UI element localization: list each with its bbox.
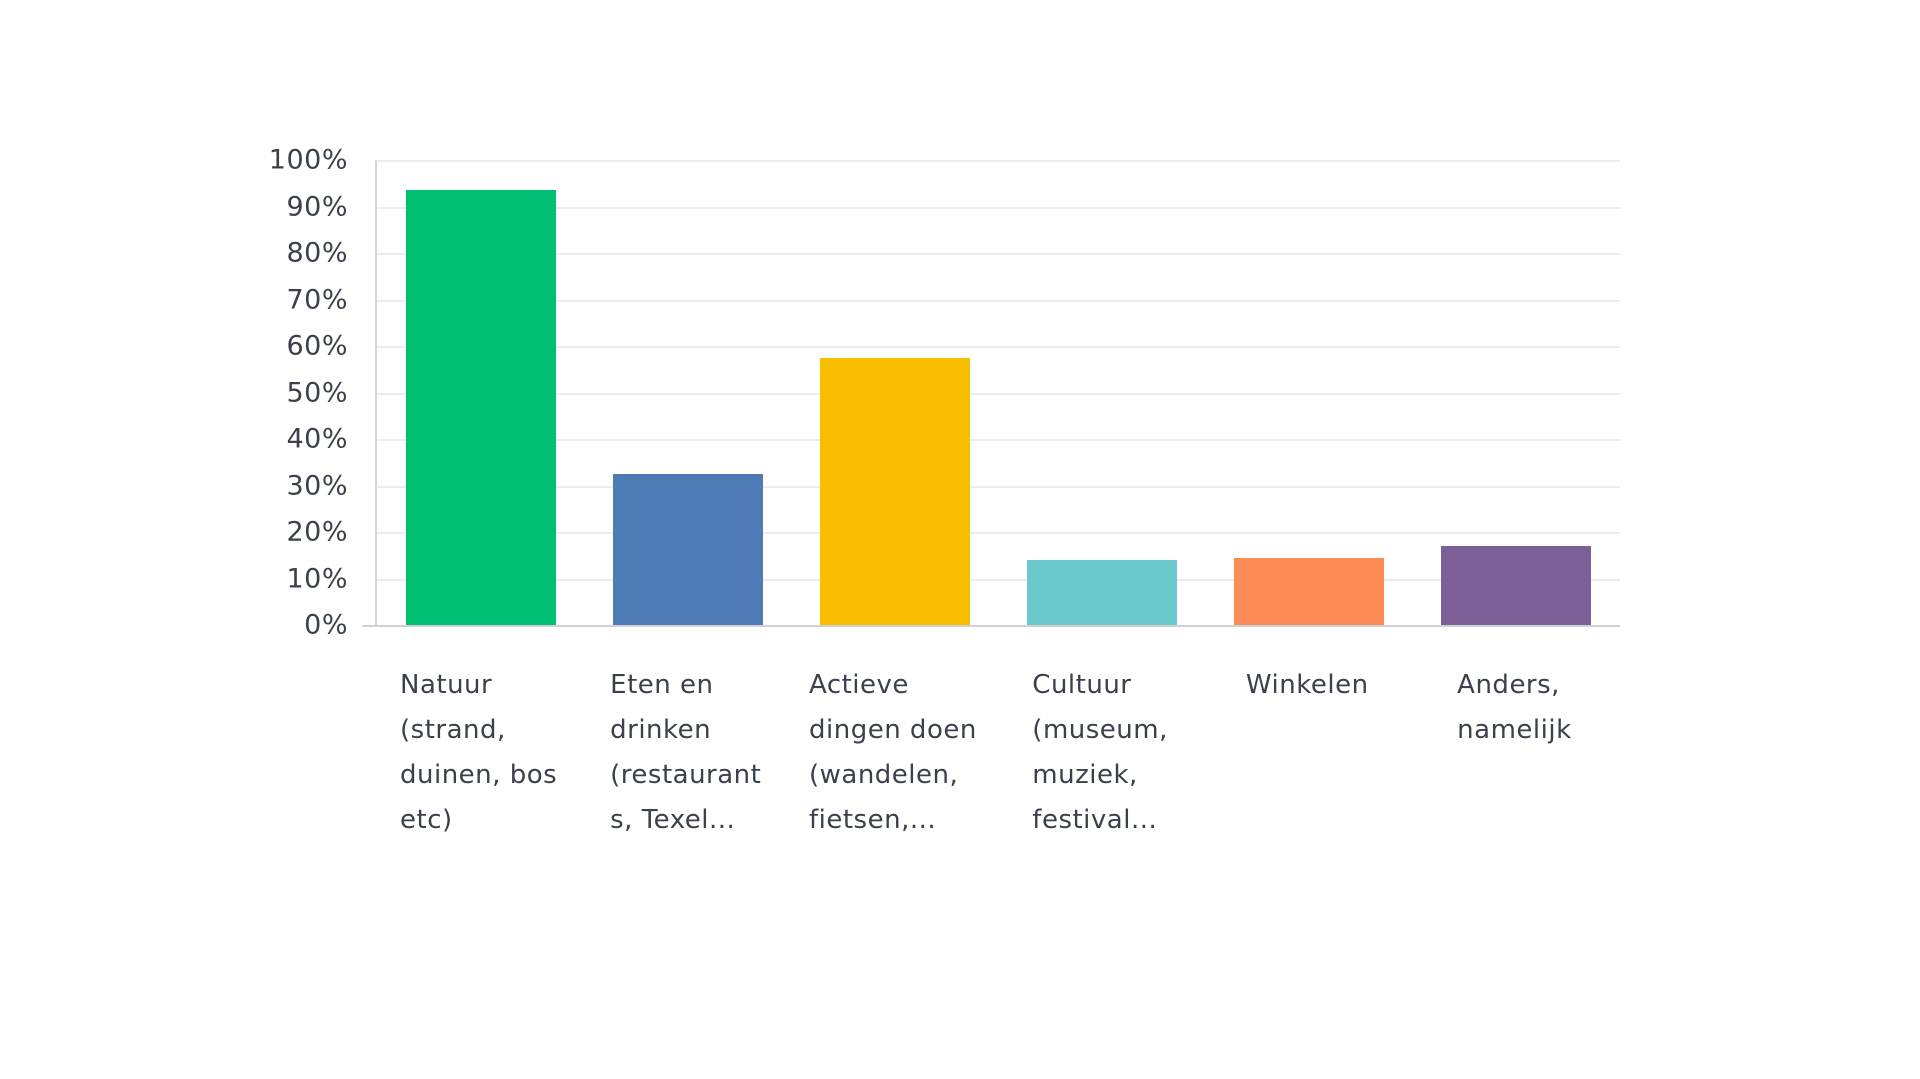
y-tick-label-40: 40%: [286, 423, 348, 455]
y-tick-label-0: 0%: [304, 609, 348, 641]
x-axis-label-winkelen: Winkelen: [1246, 663, 1369, 708]
x-axis-label-line: Eten en: [610, 670, 714, 700]
x-axis-label-line: (wandelen,: [808, 760, 959, 790]
x-axis-label-line: fietsen,...: [808, 805, 937, 835]
y-tick-label-90: 90%: [286, 191, 348, 222]
x-axis-label-actieve-dingen-doen: Actieve dingen doen (wandelen, fietsen,...: [809, 663, 977, 843]
bar-anders-namelijk: [1441, 545, 1592, 625]
bar-winkelen: [1234, 557, 1385, 625]
gridline-10: [377, 578, 1620, 581]
y-tick-label-60: 60%: [286, 330, 348, 362]
x-axis-label-anders-namelijk: Anders, namelijk: [1457, 663, 1571, 753]
x-axis-label-eten-en-drinken: Eten en drinken (restaurant s, Texel...: [610, 663, 761, 843]
y-tick-label-10: 10%: [286, 563, 348, 594]
x-axis-label-line: muziek,: [1032, 760, 1138, 790]
gridline-50: [377, 392, 1620, 395]
x-axis-label-line: (restaurant: [610, 760, 762, 790]
x-axis-label-line: Winkelen: [1245, 670, 1369, 700]
x-axis-label-line: etc): [400, 805, 453, 835]
x-axis-label-line: Actieve: [808, 670, 909, 700]
x-axis-label-natuur: Natuur (strand, duinen, bos etc): [400, 663, 557, 843]
gridline-20: [377, 532, 1620, 534]
y-tick-label-20: 20%: [286, 516, 348, 548]
x-axis-label-line: duinen, bos: [400, 760, 558, 790]
y-tick-label-80: 80%: [286, 237, 348, 269]
x-axis-label-line: namelijk: [1457, 715, 1572, 745]
x-axis-label-line: s, Texel...: [610, 805, 736, 835]
x-axis-label-line: festival...: [1032, 805, 1158, 835]
gridline-40: [377, 439, 1620, 441]
x-axis-label-line: Anders,: [1457, 670, 1560, 700]
y-tick-label-70: 70%: [286, 284, 348, 315]
x-axis-label-line: (museum,: [1032, 715, 1168, 745]
gridline-60: [377, 346, 1620, 348]
bar-natuur: [405, 190, 556, 625]
gridline-100: [377, 160, 1620, 162]
bar-cultuur: [1027, 559, 1178, 625]
x-axis-label-line: Natuur: [400, 670, 493, 700]
x-axis-label-line: Cultuur: [1032, 670, 1132, 700]
x-axis-label-line: (strand,: [400, 715, 506, 745]
gridline-30: [377, 485, 1620, 488]
bar-actieve-dingen-doen: [819, 357, 970, 625]
y-tick-label-100: 100%: [268, 144, 348, 176]
gridline-80: [377, 253, 1620, 255]
x-axis-label-cultuur: Cultuur (museum, muziek, festival...: [1032, 663, 1168, 843]
plot-area: [362, 160, 1620, 627]
gridline-90: [377, 206, 1620, 209]
y-tick-label-50: 50%: [286, 377, 348, 408]
x-axis-label-line: dingen doen: [808, 715, 977, 745]
bar-eten-en-drinken: [612, 473, 763, 625]
y-axis: 0% 10% 20% 30% 40% 50% 60% 70% 80% 90% 100%: [140, 0, 348, 1079]
y-tick-label-30: 30%: [286, 470, 348, 501]
gridline-70: [377, 299, 1620, 302]
x-axis-label-line: drinken: [610, 715, 712, 745]
